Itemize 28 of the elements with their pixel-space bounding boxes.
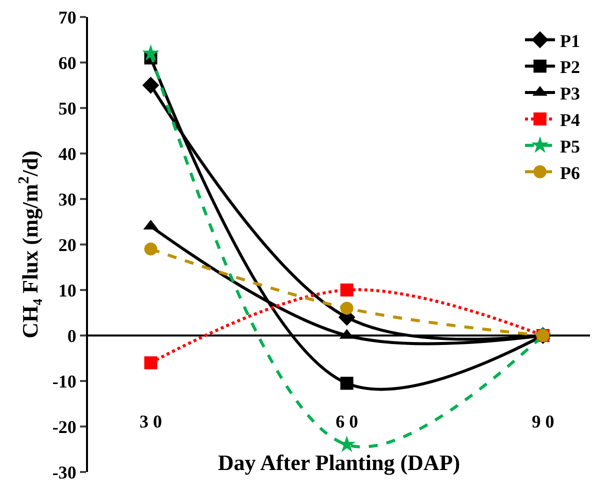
- x-tick-label: 9 0: [532, 411, 554, 432]
- y-tick-label: 70: [58, 7, 76, 28]
- y-tick-label: -20: [52, 416, 76, 437]
- point: [142, 44, 160, 61]
- point: [144, 356, 158, 370]
- x-tick-label: 3 0: [140, 411, 162, 432]
- point: [144, 242, 158, 256]
- y-tick-label: -10: [52, 371, 76, 392]
- y-tick-label: 50: [58, 98, 76, 118]
- point: [340, 376, 354, 390]
- y-tick-label: 0: [67, 326, 76, 346]
- legend-label: P4: [560, 110, 580, 130]
- point: [142, 76, 160, 94]
- y-tick-label: -30: [52, 462, 76, 482]
- y-tick-label: 20: [58, 234, 76, 255]
- legend-label: P1: [560, 30, 580, 51]
- legend-label: P2: [560, 57, 580, 78]
- y-tick-label: 60: [58, 52, 76, 73]
- y-tick-label: 40: [58, 144, 76, 164]
- legend-label: P3: [560, 84, 580, 104]
- legend-label: P6: [560, 162, 580, 183]
- y-tick-label: 30: [58, 189, 76, 210]
- x-axis-title: Day After Planting (DAP): [218, 450, 460, 476]
- point: [340, 284, 354, 296]
- y-tick-label: 10: [58, 280, 76, 300]
- legend-label: P5: [560, 136, 580, 156]
- point: [340, 302, 354, 315]
- x-tick-label: 6 0: [336, 411, 358, 432]
